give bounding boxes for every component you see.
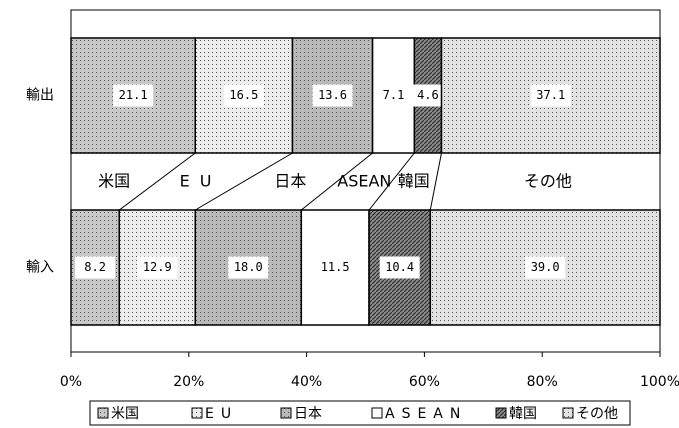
connector [195,152,293,211]
data-label: 16.5 [229,88,258,102]
series-label: 日本 [274,172,306,191]
legend-label: 日本 [294,406,322,422]
legend-label: 米国 [111,406,139,422]
legend-swatch [495,407,507,419]
legend-label: その他 [576,406,618,422]
connector [429,152,442,211]
legend-swatch [97,407,109,419]
x-tick-label: 60% [409,374,440,390]
x-tick-label: 20% [173,374,204,390]
legend-swatch [280,407,292,419]
data-label: 4.6 [417,88,439,102]
legend-swatch [191,407,203,419]
connector [118,152,196,211]
series-label: 韓国 [398,172,430,191]
data-label: 12.9 [143,260,172,274]
data-label: 13.6 [318,88,347,102]
data-label: 7.1 [383,88,405,102]
x-tick-label: 0% [60,374,82,390]
series-label: 米国 [98,172,130,191]
connector [300,152,373,211]
y-tick-label: 輸入 [26,260,54,276]
bar-segment [300,209,370,326]
data-label: 8.2 [84,260,106,274]
connector [368,152,415,211]
data-label: 37.1 [536,88,565,102]
y-tick-label: 輸出 [26,88,54,104]
data-label: 39.0 [531,260,560,274]
legend [89,400,631,426]
data-label: 21.1 [119,88,148,102]
x-tick-label: 100% [640,374,679,390]
series-label: その他 [524,172,572,191]
legend-swatch [371,407,383,419]
data-label: 11.5 [321,260,350,274]
series-label: ASEAN [337,172,391,191]
legend-label: ASEAN [385,406,467,422]
legend-swatch [562,407,574,419]
legend-label: EU [205,406,238,422]
x-tick-label: 40% [291,374,322,390]
x-tick-label: 80% [527,374,558,390]
legend-label: 韓国 [509,406,537,422]
data-label: 10.4 [385,260,414,274]
series-label: EU [180,172,222,191]
data-label: 18.0 [234,260,263,274]
